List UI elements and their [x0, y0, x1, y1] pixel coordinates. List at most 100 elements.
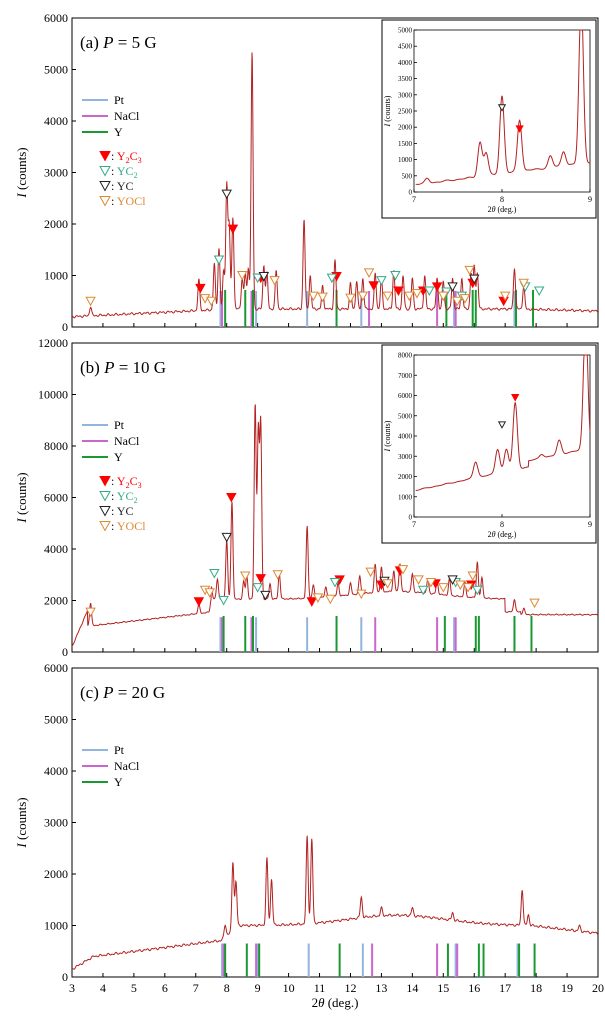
legend-formula-c: C: [130, 149, 138, 163]
y-tick-label: 3000: [44, 166, 68, 180]
marker-yocl: [312, 593, 324, 603]
inset-x-label-2: 2: [488, 205, 492, 214]
marker-yc: [468, 274, 480, 285]
x-tick-label: 18: [530, 981, 542, 995]
y-axis-label-unit: (counts): [14, 797, 29, 843]
marker-yocl: [85, 607, 96, 618]
legend-label-y: Y: [114, 775, 123, 789]
legend-marker-label-y2c3: : Y2C3: [111, 149, 142, 165]
legend-label-nacl: NaCl: [114, 434, 140, 448]
y-tick-label: 0: [62, 970, 68, 984]
inset-x-axis-label: 2θ (deg.): [488, 530, 517, 539]
y-tick-label: 1000: [44, 919, 68, 933]
y-axis-label-i: I: [14, 193, 29, 199]
inset-y-tick-label: 6000: [398, 392, 413, 400]
marker-yocl: [462, 583, 474, 593]
panel-label-value: = 10 G: [114, 358, 166, 377]
legend-marker-label-y2c3: : Y2C3: [111, 474, 142, 490]
inset-x-label-unit: (deg.): [496, 530, 517, 539]
inset-y-tick-label: 1000: [398, 156, 413, 164]
y-tick-label: 4000: [44, 764, 68, 778]
diffraction-curve: [71, 835, 599, 970]
x-tick-label: 9: [255, 981, 261, 995]
legend-label-pt: Pt: [114, 418, 125, 432]
marker-yocl: [459, 294, 471, 304]
legend-formula-sub: 2: [134, 171, 138, 180]
y-tick-label: 6000: [44, 491, 68, 505]
y-tick-label: 6000: [44, 661, 68, 675]
marker-y2c3: [306, 597, 318, 607]
y-tick-label: 8000: [44, 439, 68, 453]
diffraction-curve: [71, 52, 599, 319]
y-axis-label-unit: (counts): [14, 472, 29, 518]
marker-yocl: [272, 570, 284, 580]
legend-formula-main: YC: [117, 164, 134, 178]
marker-yocl: [438, 291, 449, 302]
legend-marker-label-yocl: : YOCl: [111, 519, 146, 533]
marker-yc2: [329, 577, 341, 588]
inset-0: 0 500 1000 1500 2000 2500 3000 3500 4000 4500 5000…: [381, 19, 597, 219]
inset-y-axis-label: I (counts): [383, 95, 392, 127]
inset-y-tick-label: 0: [409, 189, 413, 197]
marker-yocl: [411, 289, 423, 299]
inset-x-label-2: 2: [488, 530, 492, 539]
legend-formula-main: YC: [117, 179, 134, 193]
inset-y-tick-label: 1000: [398, 493, 413, 501]
panel-label: (c) P = 20 G: [80, 683, 165, 702]
y-axis-label: I (counts): [14, 472, 29, 523]
legend-colon: :: [111, 519, 117, 533]
marker-yocl: [269, 276, 280, 286]
legend-label-nacl: NaCl: [114, 109, 140, 123]
x-tick-label: 3: [69, 981, 75, 995]
inset-y-label-unit: (counts): [383, 95, 392, 124]
y-tick-label: 2000: [44, 217, 68, 231]
marker-yc: [447, 282, 458, 292]
marker-yocl: [317, 292, 328, 303]
marker-yc2: [533, 286, 545, 296]
legend-colon: :: [111, 194, 117, 208]
marker-yc2: [472, 585, 483, 596]
inset-x-tick-label: 8: [500, 195, 504, 204]
inset-y-tick-label: 8000: [398, 352, 413, 360]
inset-y-axis-label: I (counts): [383, 420, 392, 452]
marker-yc: [447, 575, 458, 585]
x-tick-label: 12: [344, 981, 356, 995]
legend-formula-main: YOCl: [117, 194, 146, 208]
x-tick-label: 17: [499, 981, 511, 995]
marker-yc: [221, 189, 232, 200]
legend-colon: :: [111, 504, 117, 518]
legend-marker-label-yocl: : YOCl: [111, 194, 146, 208]
marker-yc2: [326, 273, 338, 284]
x-tick-label: 14: [406, 981, 418, 995]
panel-label: (b) P = 10 G: [80, 358, 166, 377]
legend-formula-c: C: [130, 474, 138, 488]
marker-yocl: [455, 580, 466, 591]
marker-y2c3: [393, 286, 404, 296]
legend-marker-y2c3: [99, 151, 111, 162]
x-tick-label: 19: [561, 981, 573, 995]
x-tick-label: 7: [193, 981, 199, 995]
inset-y-tick-label: 2000: [398, 473, 413, 481]
legend-label-y: Y: [114, 450, 123, 464]
inset-curve: [415, 354, 591, 492]
legend-marker-yocl: [99, 196, 111, 207]
inset-y-tick-label: 4000: [398, 433, 413, 441]
diffraction-curve: [71, 404, 599, 647]
inset-marker: [515, 125, 524, 133]
marker-yocl: [363, 268, 375, 278]
marker-y2c3: [431, 282, 443, 292]
x-tick-label: 8: [224, 981, 230, 995]
marker-yc2: [376, 276, 387, 286]
marker-yocl: [404, 291, 415, 302]
marker-yocl: [382, 579, 393, 589]
marker-yocl: [464, 265, 475, 276]
y-tick-label: 5000: [44, 63, 68, 77]
inset-x-axis-label: 2θ (deg.): [488, 205, 517, 214]
legend-marker-label-yc: : YC: [111, 504, 134, 518]
y-tick-label: 1000: [44, 269, 68, 283]
legend-formula-sub: 2: [134, 496, 138, 505]
legend-formula-sub: 3: [138, 156, 142, 165]
inset-y-label-i: I: [383, 123, 392, 127]
inset-y-tick-label: 7000: [398, 372, 413, 380]
